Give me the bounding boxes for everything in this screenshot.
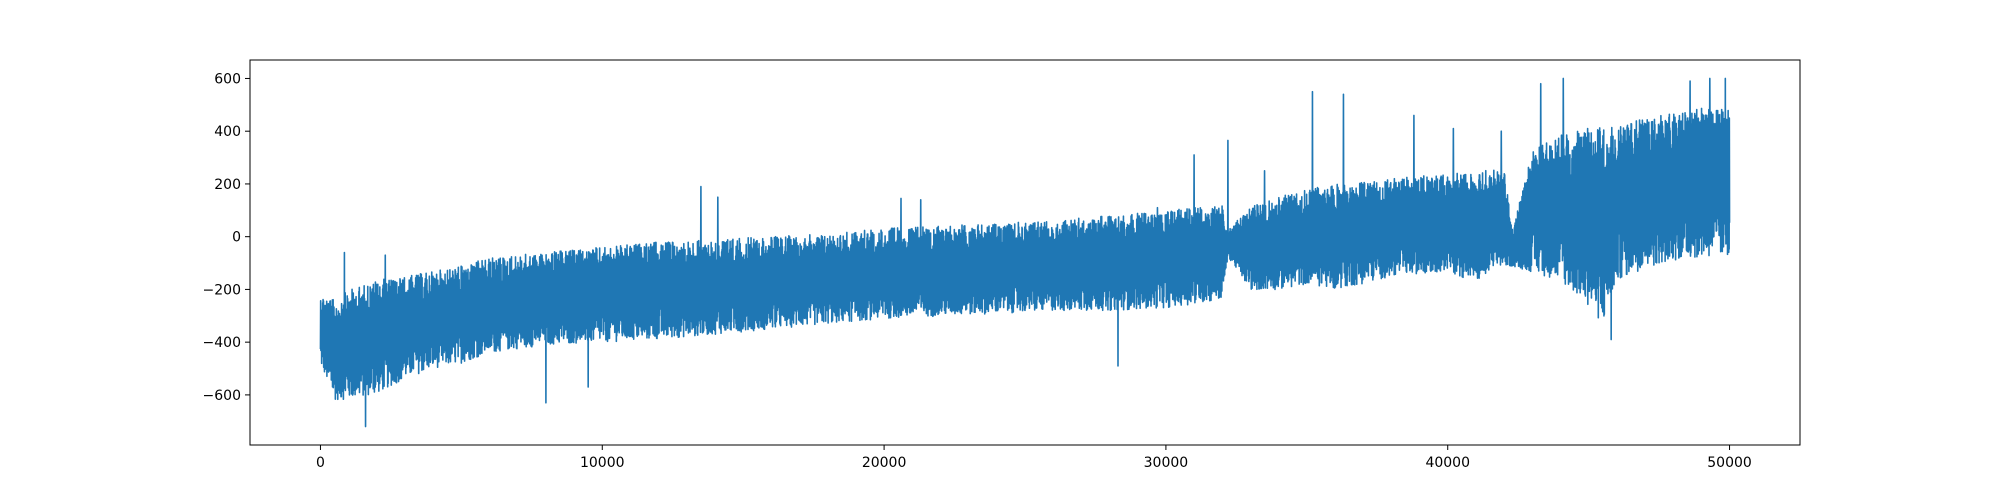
x-tick-label: 30000	[1144, 455, 1189, 471]
series-line	[319, 77, 1731, 428]
x-axis: 0 10000 20000 30000 40000 50000	[316, 445, 1752, 471]
y-tick-label: 400	[214, 124, 241, 140]
y-tick-label: −600	[203, 388, 241, 404]
y-tick-label: 0	[232, 230, 241, 246]
series-layer	[319, 77, 1731, 428]
y-tick-label: 600	[214, 71, 241, 87]
x-tick-label: 20000	[862, 455, 907, 471]
x-tick-label: 10000	[580, 455, 625, 471]
y-axis: −600 −400 −200 0 200 400 600	[203, 71, 250, 404]
x-tick-label: 50000	[1707, 455, 1752, 471]
x-tick-label: 40000	[1425, 455, 1470, 471]
y-tick-label: −200	[203, 282, 241, 298]
plot-frame	[249, 59, 1801, 446]
y-tick-label: −400	[203, 335, 241, 351]
x-tick-label: 0	[316, 455, 325, 471]
y-tick-label: 200	[214, 177, 241, 193]
